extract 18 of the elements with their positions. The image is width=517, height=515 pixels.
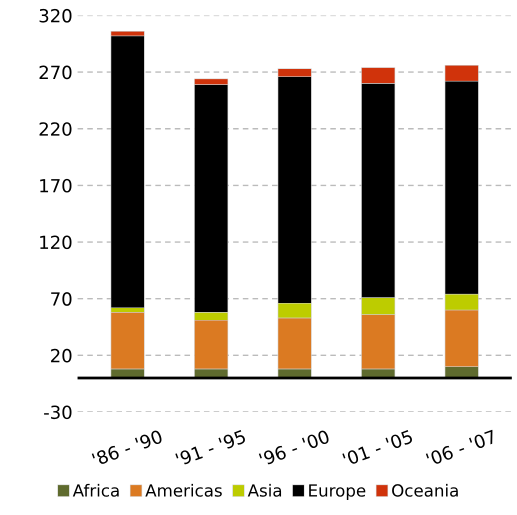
y-tick-label: 170 [40, 178, 72, 193]
legend-label: Asia [248, 484, 282, 497]
legend-label: Oceania [392, 484, 458, 497]
x-tick-label: '01 - '05 [342, 430, 414, 466]
y-tick-label: 270 [40, 66, 72, 80]
x-tick-label: '86 - '90 [92, 429, 164, 466]
x-tick-label: '91 - '95 [175, 430, 246, 466]
x-tick-label: '06 - '07 [426, 429, 497, 466]
y-tick-label: 20 [51, 348, 72, 362]
y-tick-label: 70 [51, 292, 72, 306]
x-tick-label: '96 - '00 [258, 429, 330, 466]
y-tick-label: 220 [40, 122, 72, 136]
legend-label: Europe [309, 484, 366, 500]
y-tick-label: 320 [40, 8, 72, 23]
legend-label: Africa [72, 484, 119, 497]
legend-label: Americas [145, 484, 222, 497]
y-tick-label: -30 [44, 405, 72, 420]
y-tick-label: 120 [40, 236, 72, 250]
